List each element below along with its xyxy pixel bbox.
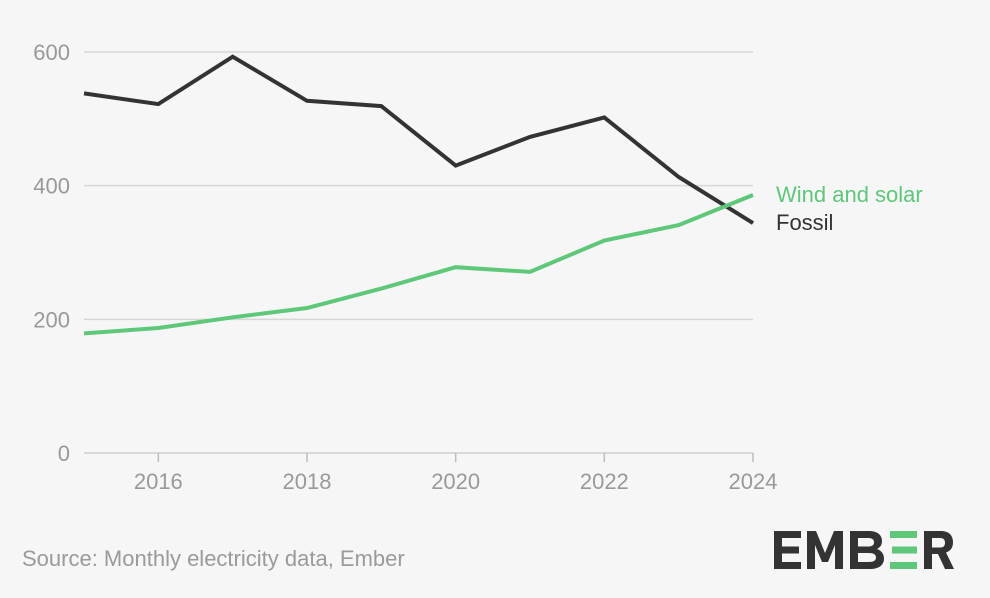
x-tick-label: 2024 — [729, 469, 778, 494]
gridlines — [84, 51, 753, 454]
y-tick-label: 400 — [33, 174, 70, 199]
logo-accent-bar-bottom — [890, 562, 917, 569]
logo-letter-m — [807, 531, 843, 569]
logo-letter-b — [850, 531, 884, 569]
series-labels: Fossil Wind and solar — [776, 182, 923, 235]
series-line-fossil — [83, 54, 755, 225]
logo-letter-r — [924, 531, 954, 569]
x-tick-label: 2022 — [580, 469, 629, 494]
series-label-fossil: Fossil — [776, 210, 833, 235]
axes: 0 200 400 600 2016 2018 2020 2022 2024 — [33, 40, 777, 494]
series-line-wind-and-solar — [83, 193, 754, 336]
series-label-wind-and-solar: Wind and solar — [776, 182, 923, 207]
series-lines — [83, 54, 755, 336]
ember-logo — [774, 531, 954, 569]
source-note: Source: Monthly electricity data, Ember — [22, 546, 405, 571]
y-tick-label: 0 — [58, 441, 70, 466]
logo-letter-e — [774, 531, 801, 569]
x-tick-label: 2016 — [134, 469, 183, 494]
logo-accent-bar-top — [890, 531, 917, 538]
x-tick-label: 2020 — [431, 469, 480, 494]
x-tick-label: 2018 — [283, 469, 332, 494]
y-tick-label: 600 — [33, 40, 70, 65]
logo-accent-bar-mid — [892, 546, 917, 554]
y-tick-label: 200 — [33, 307, 70, 332]
